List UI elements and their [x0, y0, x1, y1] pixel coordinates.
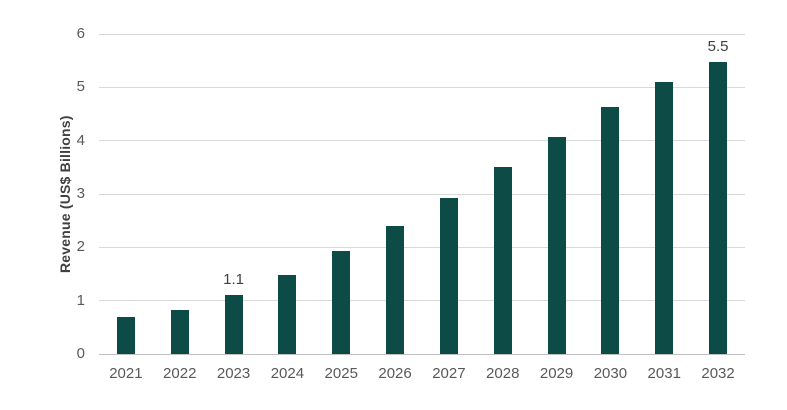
bar-2029: [547, 137, 566, 354]
data-label-2032: 5.5: [707, 38, 729, 55]
plot-area: 1.1 5.5: [99, 34, 745, 355]
y-tick-label-0: 0: [76, 345, 85, 362]
bar-2030: [601, 107, 620, 354]
gridline-3: [99, 194, 745, 195]
gridline-4: [99, 140, 745, 141]
x-tick-label-2028: 2028: [486, 365, 520, 382]
x-tick-label-2024: 2024: [270, 365, 305, 382]
y-tick-label-2: 2: [76, 238, 85, 256]
gridline-6: [99, 34, 745, 35]
gridline-2: [99, 247, 745, 248]
data-label-2023: 1.1: [223, 271, 244, 288]
y-tick-label-4: 4: [76, 131, 85, 149]
x-tick-label-2029: 2029: [539, 365, 574, 382]
bar-2025: [332, 251, 351, 354]
bar-2021: [116, 317, 135, 354]
bar-2022: [170, 310, 189, 354]
bar-2026: [386, 226, 405, 354]
y-tick-label-1: 1: [76, 291, 85, 309]
y-tick-label-6: 6: [76, 25, 85, 42]
x-tick-label-2023: 2023: [216, 365, 251, 382]
x-tick-label-2027: 2027: [432, 365, 466, 382]
x-tick-label-2026: 2026: [378, 365, 412, 382]
gridline-1: [99, 300, 745, 301]
x-tick-label-2032: 2032: [701, 365, 735, 382]
bar-2031: [655, 82, 674, 354]
y-tick-label-3: 3: [76, 185, 85, 202]
bar-2023: [224, 295, 243, 354]
bar-2032: [709, 62, 728, 354]
gridline-5: [99, 87, 745, 88]
x-tick-label-2021: 2021: [109, 365, 143, 382]
x-tick-label-2031: 2031: [647, 365, 681, 382]
bar-2024: [278, 275, 297, 354]
x-tick-label-2025: 2025: [324, 365, 358, 382]
x-tick-label-2022: 2022: [163, 365, 197, 382]
gridline-0: [99, 354, 745, 355]
bar-2028: [493, 167, 512, 354]
bar-2027: [439, 198, 458, 354]
y-tick-label-5: 5: [76, 78, 85, 96]
x-tick-label-2030: 2030: [593, 365, 628, 382]
